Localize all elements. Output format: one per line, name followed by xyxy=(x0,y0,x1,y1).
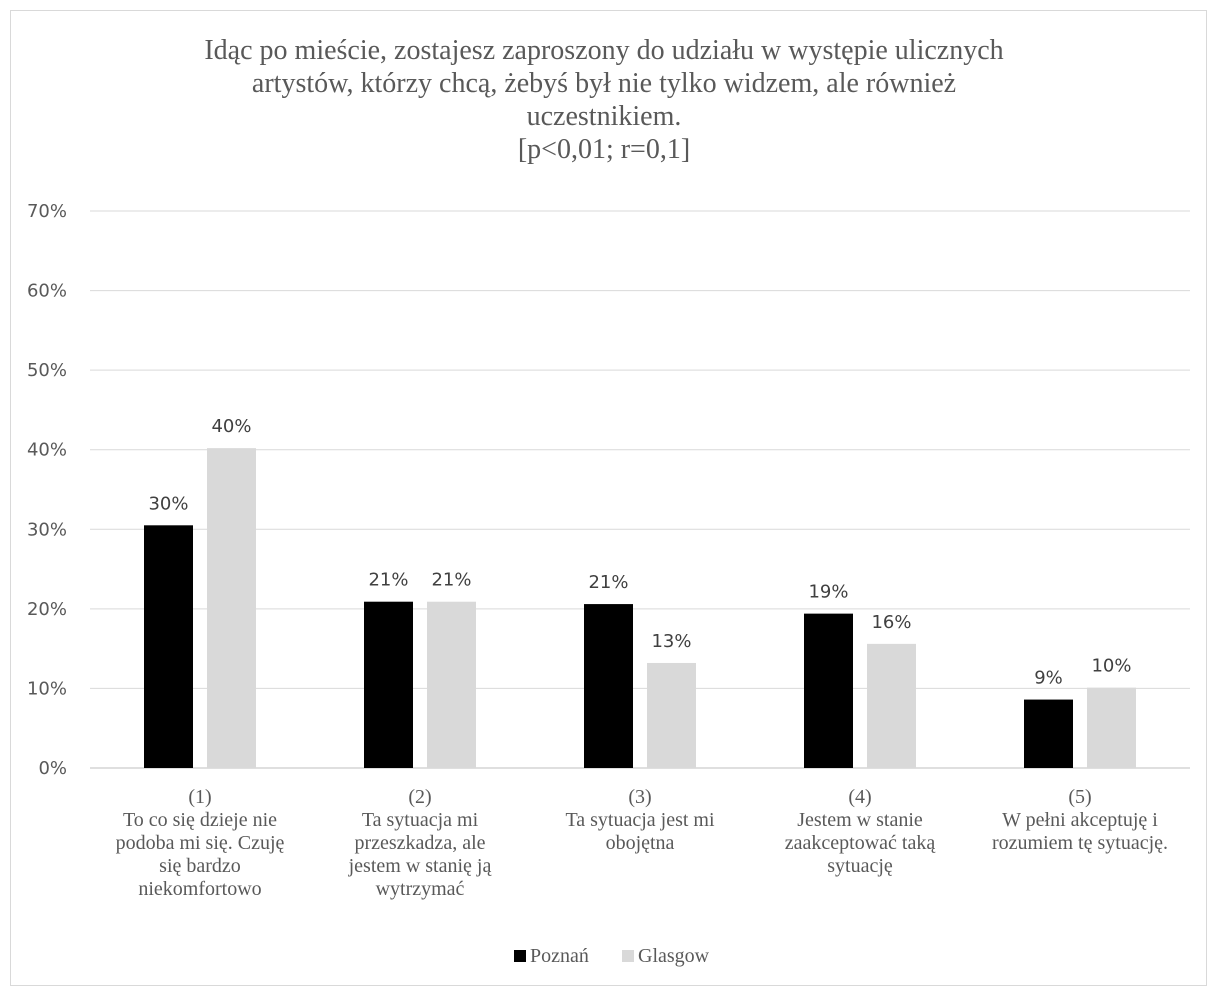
y-tick-label: 70% xyxy=(27,201,67,222)
legend-label: Poznań xyxy=(530,945,589,967)
bar xyxy=(584,604,633,768)
category-label: rozumiem tę sytuację. xyxy=(992,832,1168,854)
bar xyxy=(427,601,476,768)
y-tick-label: 60% xyxy=(27,281,67,302)
data-label: 10% xyxy=(1091,656,1131,677)
legend-swatch xyxy=(514,950,526,962)
category-label: jestem w stanię ją xyxy=(348,855,493,877)
category-label: wytrzymać xyxy=(376,878,465,900)
y-tick-label: 30% xyxy=(27,519,67,540)
chart-title: Idąc po mieście, zostajesz zaproszony do… xyxy=(204,35,1004,165)
data-label: 19% xyxy=(808,582,848,603)
category-label: Jestem w stanie xyxy=(797,809,923,831)
data-label: 40% xyxy=(211,416,251,437)
category-label: Ta sytuacja jest mi xyxy=(565,809,715,831)
category-label: sytuację xyxy=(827,855,893,877)
data-label: 21% xyxy=(368,570,408,591)
data-label: 13% xyxy=(651,631,691,652)
y-tick-label: 50% xyxy=(27,360,67,381)
bar xyxy=(647,662,696,768)
bar xyxy=(804,613,853,768)
category-label: zaakceptować taką xyxy=(785,832,937,854)
category-label: To co się dzieje nie xyxy=(123,809,277,831)
bar xyxy=(1024,699,1073,768)
category-label: Ta sytuacja mi xyxy=(362,809,479,831)
category-label: (2) xyxy=(408,786,431,808)
category-label: (4) xyxy=(848,786,871,808)
bar xyxy=(867,643,916,768)
data-label: 9% xyxy=(1034,668,1063,689)
category-label: przeszkadza, ale xyxy=(354,832,485,854)
data-label: 30% xyxy=(148,493,188,514)
data-label: 16% xyxy=(871,612,911,633)
legend-swatch xyxy=(622,950,634,962)
data-label: 21% xyxy=(431,570,471,591)
category-label: się bardzo xyxy=(159,855,241,877)
bar xyxy=(1087,687,1136,768)
data-label: 21% xyxy=(588,572,628,593)
category-label: (3) xyxy=(628,786,651,808)
category-label: (1) xyxy=(188,786,211,808)
y-tick-label: 10% xyxy=(27,678,67,699)
bar xyxy=(364,601,413,768)
y-tick-label: 20% xyxy=(27,599,67,620)
bar xyxy=(207,448,256,768)
category-label: obojętna xyxy=(606,832,675,854)
category-label: niekomfortowo xyxy=(138,878,261,900)
bar xyxy=(144,525,193,768)
category-label: podoba mi się. Czuję xyxy=(116,832,285,854)
y-tick-label: 40% xyxy=(27,440,67,461)
category-label: W pełni akceptuję i xyxy=(1002,809,1158,831)
category-label: (5) xyxy=(1068,786,1091,808)
legend-label: Glasgow xyxy=(638,945,710,967)
y-tick-label: 0% xyxy=(38,758,67,779)
